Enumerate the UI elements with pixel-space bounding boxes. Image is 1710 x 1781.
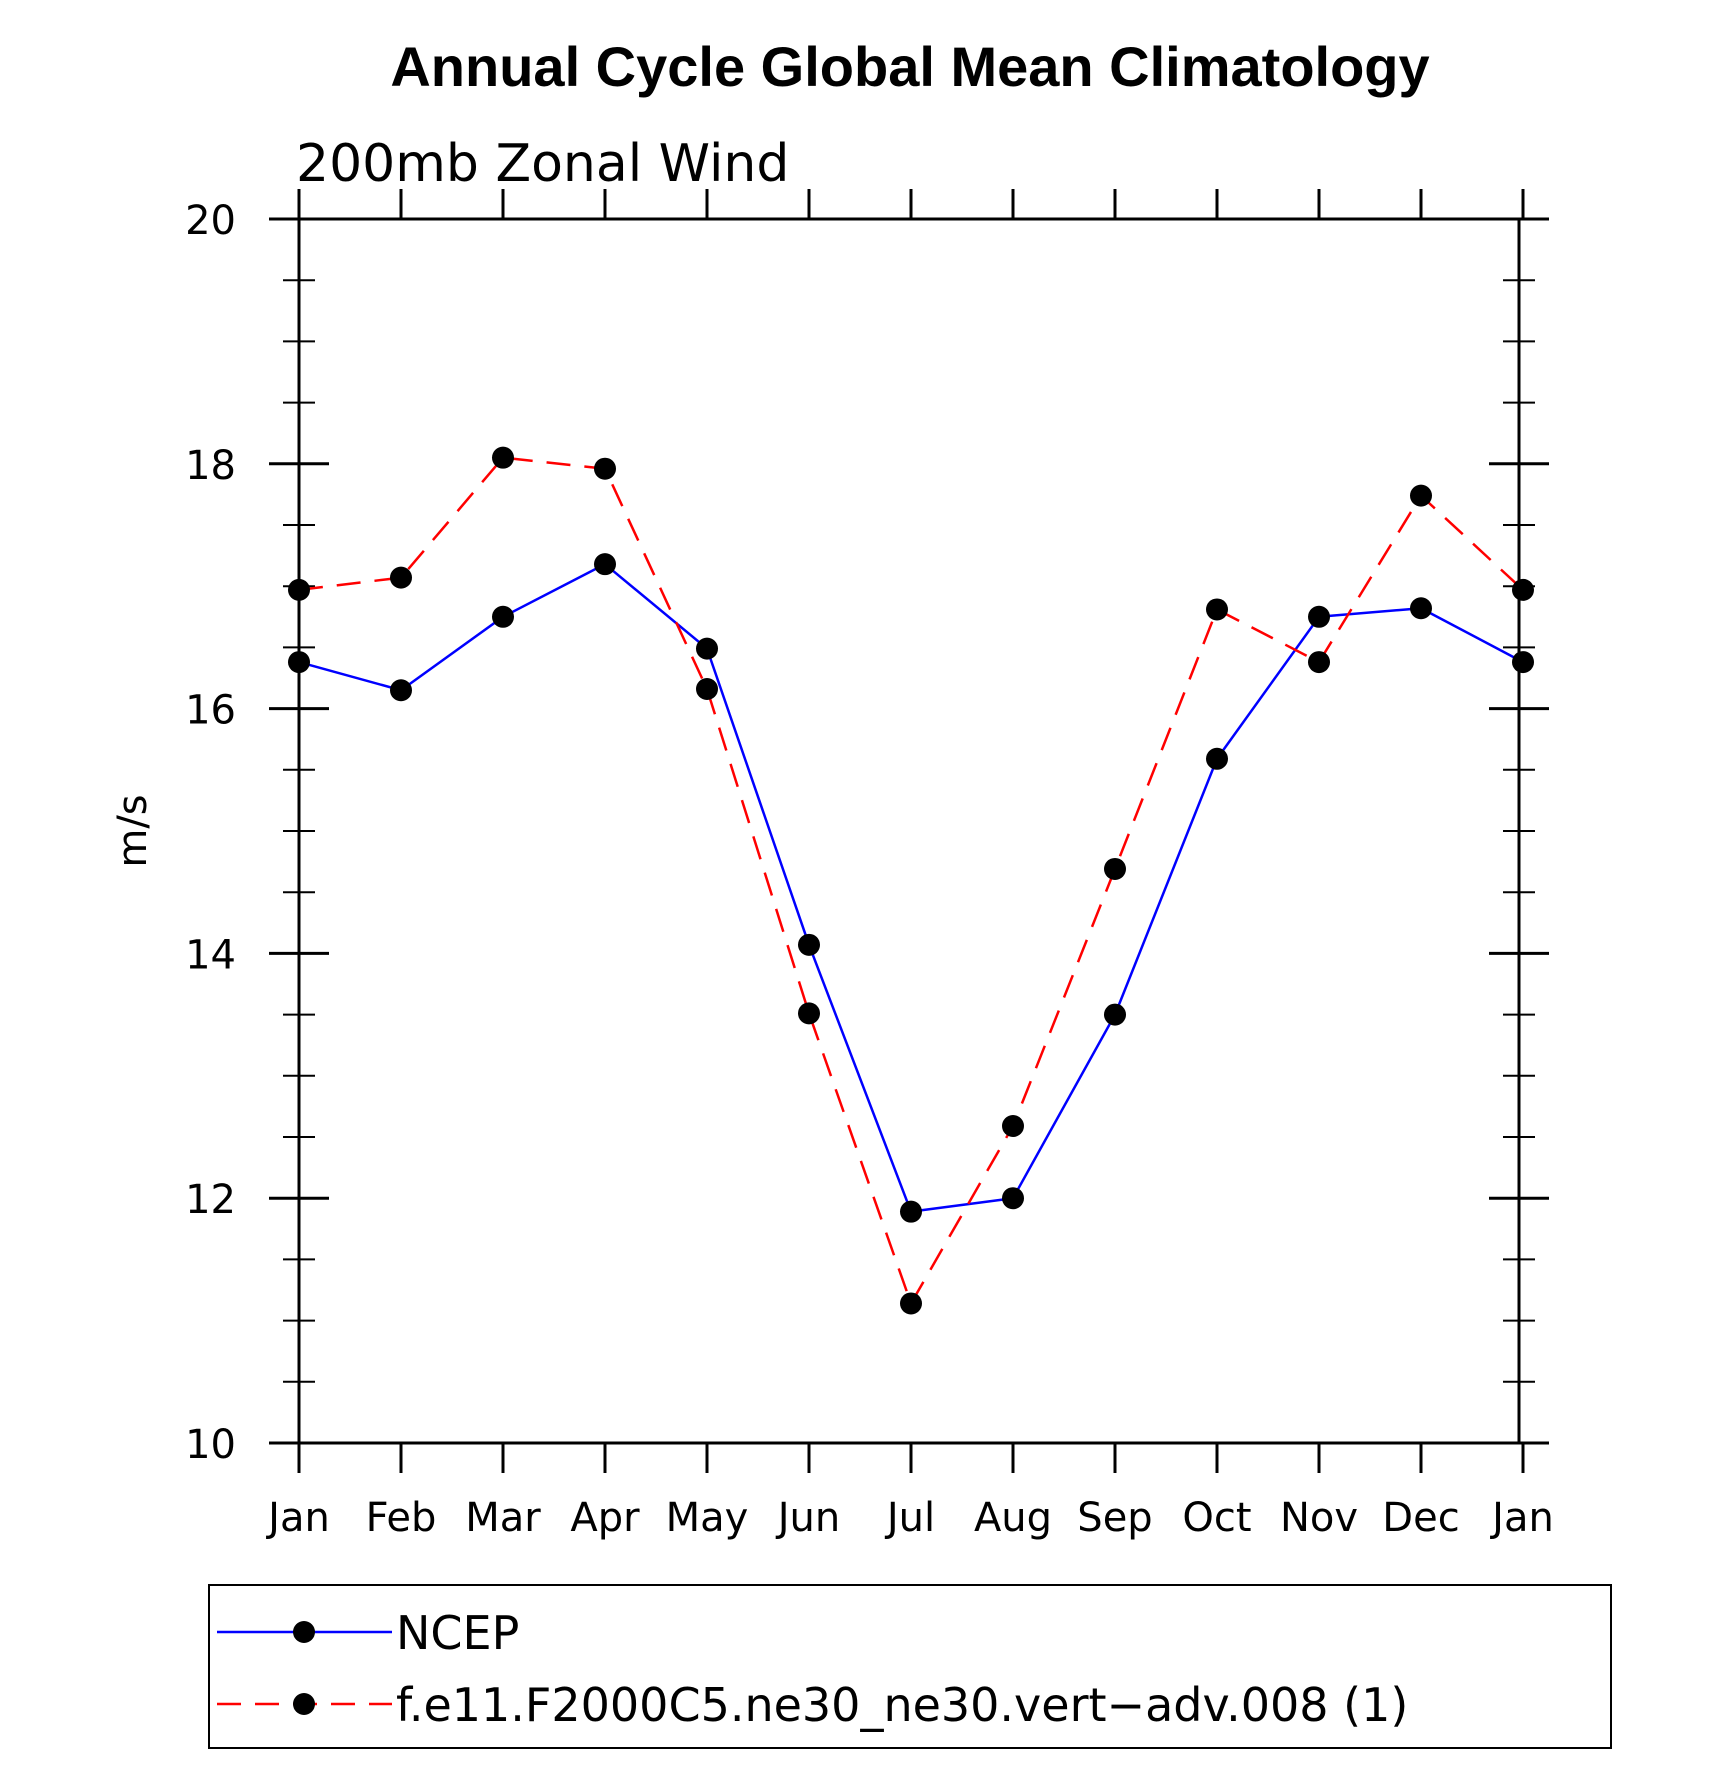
legend-label-model: f.e11.F2000C5.ne30_ne30.vert−adv.008 (1) [396,1678,1408,1732]
x-tick-label: Jan [1489,1495,1554,1541]
data-point-ncep [1206,747,1228,770]
series-lines [298,456,1524,1305]
data-point-model [1104,857,1126,880]
x-tick-label: Dec [1382,1495,1459,1541]
data-point-model [1308,651,1330,674]
x-tick-label: Oct [1182,1495,1251,1541]
y-tick-label: 20 [185,198,236,244]
data-point-ncep [1410,597,1432,620]
data-point-ncep [900,1200,922,1223]
x-tick-label: Feb [366,1495,437,1541]
series-line-ncep [298,562,1524,1213]
y-tick-label: 16 [185,688,236,734]
data-point-ncep [696,637,718,660]
x-tick-labels: Jan Feb Mar Apr May Jun Jul Aug Sep Oct Nov Dec Jan [265,1495,1554,1541]
data-point-ncep [1308,605,1330,628]
x-tick-label: Sep [1077,1495,1152,1541]
legend-label-ncep: NCEP [396,1606,519,1660]
data-point-ncep [1512,651,1534,674]
x-tick-label: Aug [974,1495,1052,1541]
x-tick-label: May [666,1495,749,1541]
x-tick-label: Nov [1280,1495,1358,1541]
x-tick-label: Apr [570,1495,640,1541]
data-point-model [1512,578,1534,601]
y-axis-label: m/s [110,794,156,867]
data-point-model [288,578,310,601]
y-tick-labels: 10 12 14 16 18 20 [185,198,236,1468]
data-point-model [798,1002,820,1025]
data-point-model [1410,484,1432,507]
chart-subtitle: 200mb Zonal Wind [296,134,789,194]
y-tick-label: 14 [185,932,236,978]
x-tick-label: Jul [884,1495,935,1541]
data-point-ncep [390,679,412,702]
x-tick-label: Jan [265,1495,330,1541]
x-tick-label: Jun [775,1495,841,1541]
data-point-model [900,1292,922,1315]
series-layer [288,446,1534,1315]
data-point-ncep [288,651,310,674]
legend-box [208,1584,1612,1749]
series-markers [288,446,1534,1315]
legend: NCEP f.e11.F2000C5.ne30_ne30.vert−adv.00… [208,1584,1612,1749]
x-tick-label: Mar [465,1495,541,1541]
data-point-model [1002,1114,1024,1137]
data-point-model [594,457,616,480]
y-tick-label: 12 [185,1177,236,1223]
chart-title: Annual Cycle Global Mean Climatology [390,35,1429,98]
data-point-ncep [798,933,820,956]
legend-marker-ncep [293,1621,315,1643]
data-point-model [492,446,514,469]
y-tick-label: 10 [185,1422,236,1468]
data-point-ncep [492,605,514,628]
data-point-model [390,566,412,589]
plot-frame [297,217,1521,1445]
data-point-ncep [1104,1003,1126,1026]
y-tick-label: 18 [185,443,236,489]
legend-marker-model [293,1693,315,1715]
data-point-ncep [1002,1187,1024,1210]
axis-ticks [269,189,1549,1473]
data-point-ncep [594,553,616,576]
data-point-model [1206,598,1228,621]
data-point-model [696,678,718,701]
series-line-model [298,456,1524,1305]
